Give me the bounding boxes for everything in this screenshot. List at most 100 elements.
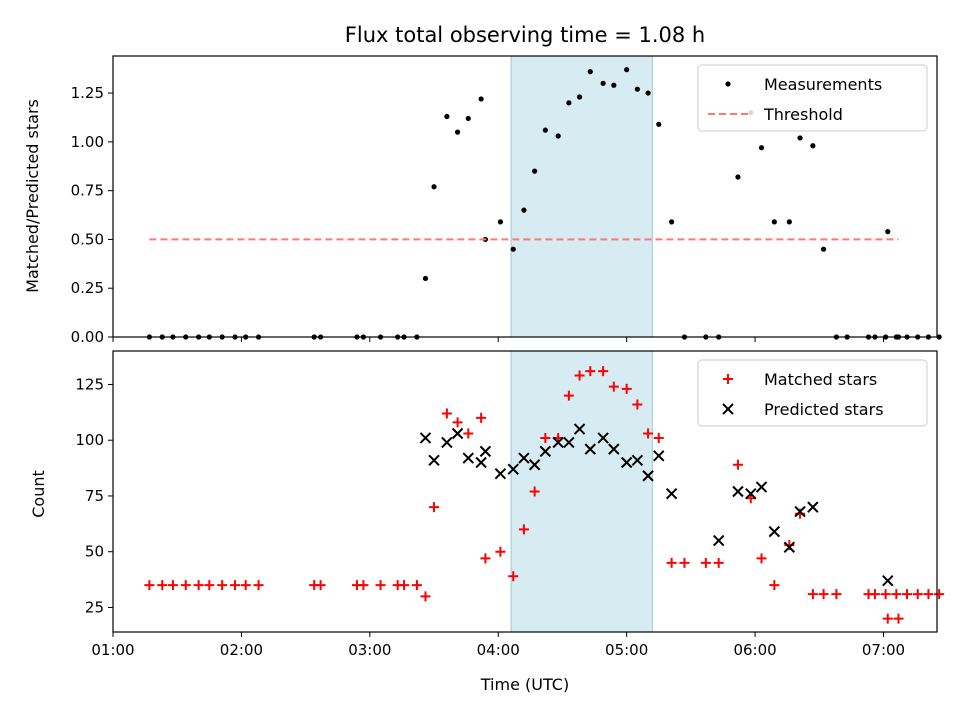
matched-star-point	[713, 557, 724, 568]
predicted-star-point	[794, 505, 806, 518]
x-axis-label: Time (UTC)	[480, 675, 569, 694]
matched-star-point	[157, 580, 168, 591]
bottom-legend: Matched stars Predicted stars	[697, 359, 928, 427]
legend-label-dot: Measurements	[764, 75, 882, 94]
measurement-point	[624, 67, 630, 73]
chart-title: Flux total observing time = 1.08 h	[345, 23, 705, 47]
top-y-tick-label: 0.25	[71, 279, 104, 297]
predicted-star-point	[807, 501, 819, 513]
bottom-panel: 25 50 75 100 125 01:00 02:00 03:00 04:00 05:00 06:…	[75, 350, 945, 659]
legend-label-x: Predicted stars	[764, 400, 884, 419]
predicted-star-point	[665, 488, 678, 500]
matched-star-point	[585, 366, 596, 377]
matched-star-point	[480, 553, 491, 564]
matched-star-point	[807, 589, 818, 600]
predicted-star-point	[745, 488, 757, 500]
predicted-star-point	[653, 450, 665, 462]
bottom-axes-frame	[112, 350, 938, 633]
matched-star-point	[495, 546, 506, 557]
matched-star-point	[679, 557, 690, 568]
measurement-point	[771, 219, 777, 225]
predicted-star-point	[768, 525, 781, 538]
matched-star-point	[180, 580, 191, 591]
matched-star-point	[621, 383, 632, 394]
matched-star-point	[923, 589, 934, 600]
top-y-tick-label: 0.00	[71, 328, 104, 346]
matched-star-point	[315, 580, 326, 591]
predicted-star-point	[451, 427, 464, 440]
matched-star-point	[902, 589, 913, 600]
measurement-point	[669, 219, 675, 225]
legend-label-dashed-line: Threshold	[763, 105, 843, 124]
predicted-star-point	[631, 454, 644, 466]
predicted-star-point	[552, 436, 564, 449]
matched-star-point	[518, 524, 529, 535]
matched-star-point	[476, 412, 487, 423]
measurement-point	[820, 246, 827, 252]
measurement-point	[542, 127, 548, 133]
predicted-star-point	[539, 445, 552, 458]
bottom-y-tick-label: 125	[75, 375, 104, 393]
bottom-y-tick-label: 75	[85, 487, 104, 505]
top-highlight-span	[510, 55, 653, 338]
x-tick-label: 01:00	[91, 641, 134, 659]
matched-star-point	[441, 408, 452, 419]
matched-star-point	[643, 428, 654, 439]
measurement-point	[422, 275, 429, 282]
matched-star-point	[769, 580, 780, 591]
top-y-tick-label: 0.50	[71, 230, 104, 248]
matched-star-point	[508, 571, 519, 582]
matched-star-point	[463, 428, 474, 439]
predicted-star-point	[732, 485, 744, 498]
predicted-star-point	[642, 470, 654, 482]
matched-star-point	[217, 580, 228, 591]
matched-star-point	[429, 502, 440, 513]
matched-star-point	[420, 591, 431, 602]
matched-star-point	[529, 486, 540, 497]
matched-star-point	[666, 557, 677, 568]
matched-star-point	[144, 580, 155, 591]
x-tick-label: 07:00	[862, 641, 905, 659]
measurement-point	[810, 143, 816, 149]
legend-marker-dot	[725, 81, 731, 87]
matched-star-point	[598, 366, 609, 377]
predicted-star-point	[882, 574, 894, 587]
predicted-star-point	[584, 443, 596, 455]
top-legend: Measurements Threshold	[697, 64, 928, 132]
matched-star-point	[204, 580, 215, 591]
legend-marker-plus	[723, 374, 733, 384]
predicted-star-point	[783, 541, 796, 553]
matched-star-point	[732, 459, 743, 470]
measurement-point	[797, 135, 803, 141]
matched-star-point	[452, 417, 463, 428]
predicted-star-point	[507, 463, 519, 475]
legend-label-plus: Matched stars	[764, 370, 877, 389]
matched-star-point	[756, 553, 767, 564]
top-y-axis-label: Matched/Predicted stars	[23, 99, 42, 293]
measurement-point	[735, 174, 741, 180]
top-y-tick-label: 1.25	[71, 84, 104, 102]
top-y-tick-label: 1.00	[71, 133, 104, 151]
measurement-point	[786, 219, 792, 225]
predicted-star-point	[419, 432, 432, 444]
matched-star-point	[375, 580, 386, 591]
matched-star-point	[563, 390, 574, 401]
matched-star-point	[882, 613, 893, 624]
x-tick-label: 04:00	[477, 641, 520, 659]
measurement-point	[611, 82, 617, 88]
matched-star-point	[818, 589, 829, 600]
matched-star-point	[540, 432, 551, 443]
matched-star-point	[869, 589, 880, 600]
measurement-point	[555, 133, 561, 139]
matched-star-point	[193, 580, 204, 591]
measurement-point	[634, 86, 640, 92]
legend-marker-x	[722, 403, 734, 415]
predicted-star-point	[428, 454, 440, 466]
bottom-series-x	[419, 423, 894, 587]
predicted-star-point	[462, 452, 474, 464]
bottom-y-tick-label: 50	[85, 543, 104, 561]
predicted-star-point	[573, 423, 586, 435]
measurement-point	[478, 96, 484, 102]
matched-star-point	[831, 589, 842, 600]
matched-star-point	[891, 589, 902, 600]
